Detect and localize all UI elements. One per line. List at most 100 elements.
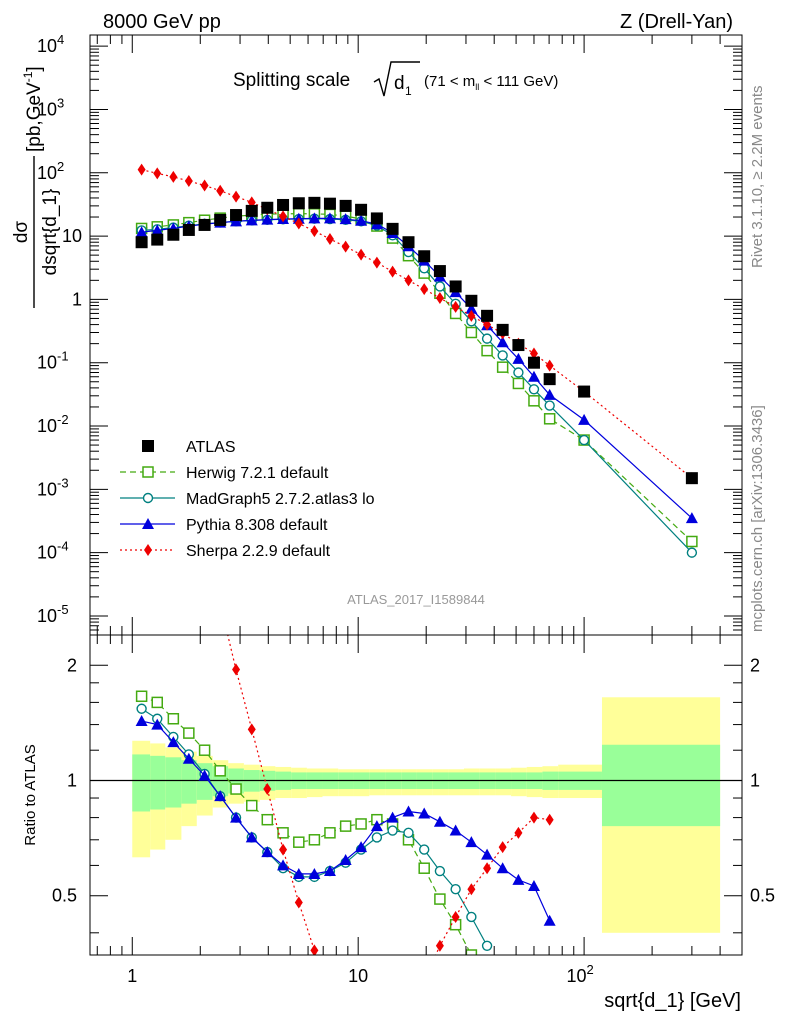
legend-label: Sherpa 2.2.9 default [186, 543, 331, 560]
y-tick-label: 10 [62, 226, 82, 246]
data-point [435, 292, 444, 305]
data-point [512, 377, 525, 390]
data-point [419, 844, 430, 855]
y-tick-label: 10-1 [37, 349, 69, 373]
data-point [449, 824, 462, 836]
data-point [216, 598, 224, 610]
x-tick-label: 10 [348, 966, 368, 986]
data-point [402, 805, 415, 817]
data-point [151, 224, 164, 236]
data-point [512, 352, 525, 364]
data-point [496, 361, 509, 373]
data-point [467, 309, 476, 322]
data-point [527, 880, 540, 892]
data-point [153, 167, 162, 180]
y-label-units: [pb,GeV-1] [21, 66, 45, 152]
y-tick-label: 104 [37, 32, 64, 56]
data-point [545, 359, 554, 372]
data-point [578, 385, 591, 398]
data-point [232, 190, 241, 203]
data-point [339, 820, 352, 832]
chart-title-variable-sub: 1 [405, 84, 412, 98]
data-point [529, 347, 538, 360]
stat-uncertainty-band [165, 757, 182, 808]
data-point [496, 336, 509, 348]
data-point [685, 472, 698, 485]
data-point [198, 744, 211, 756]
data-point [277, 827, 289, 839]
data-point [404, 274, 413, 287]
data-point [418, 862, 430, 874]
data-point [451, 300, 460, 313]
ratio-y-tick-label: 0.5 [52, 886, 77, 906]
data-point [465, 326, 478, 339]
data-point [151, 718, 164, 730]
data-point [169, 425, 177, 437]
data-point [496, 862, 509, 874]
data-point [434, 893, 446, 905]
data-point [544, 400, 555, 411]
analysis-id-label: ATLAS_2017_I1589844 [347, 592, 485, 607]
data-point [450, 883, 461, 895]
main-panel: 10-5 10-4 10-3 10-2 10-1 1 10 102 103 104 Splitti… [11, 32, 743, 636]
data-point [182, 223, 195, 236]
data-point [481, 309, 494, 322]
data-point [167, 228, 180, 241]
data-point [339, 199, 352, 212]
data-point [230, 783, 242, 795]
data-point [481, 848, 494, 860]
main-x-ticks [96, 35, 743, 635]
data-point [467, 883, 476, 896]
data-point [293, 836, 305, 848]
data-point [402, 236, 415, 249]
ratio-y-tick-label: 1 [67, 771, 77, 791]
data-point [326, 986, 334, 998]
data-point [578, 434, 590, 446]
data-point [308, 196, 321, 209]
energy-label: 8000 GeV pp [103, 11, 221, 33]
data-point [135, 226, 148, 238]
data-point [434, 281, 446, 292]
data-point [308, 834, 321, 846]
ratio-panel: 0.5 0.5 1 1 2 2 Ratio to ATLAS [22, 425, 775, 998]
data-point [261, 201, 274, 214]
series-line [141, 695, 472, 955]
data-point [339, 853, 352, 865]
data-point [308, 212, 321, 224]
data-point [279, 843, 288, 856]
data-point [245, 204, 258, 217]
data-point [543, 388, 556, 400]
data-point [246, 799, 258, 812]
data-point [465, 836, 478, 848]
data-point [496, 323, 509, 336]
legend-marker [142, 466, 154, 478]
legend-marker [142, 518, 154, 529]
x-tick-label: 1 [127, 966, 137, 986]
legend-label: Pythia 8.308 default [186, 517, 328, 534]
legend-marker [142, 440, 154, 452]
data-point [433, 265, 446, 278]
ratio-data-marks [135, 425, 556, 998]
y-label-numerator: dσ [11, 221, 32, 244]
data-point [135, 715, 148, 727]
rivet-version-label: Rivet 3.1.10, ≥ 2.2M events [749, 86, 766, 269]
data-point [325, 232, 334, 245]
data-point [183, 727, 195, 739]
ratio-y-tick-label-right: 2 [750, 655, 760, 675]
y-tick-label: 102 [37, 159, 64, 183]
x-axis-label: sqrt{d_1} [GeV] [604, 990, 741, 1012]
main-y-ticks: 10-5 10-4 10-3 10-2 10-1 1 10 102 103 104 [37, 32, 742, 631]
legend-label: Herwig 7.2.1 default [186, 465, 329, 482]
data-point [481, 333, 493, 344]
data-point [543, 914, 556, 926]
mcplots-reference-label: mcplots.cern.ch [arXiv:1306.3436] [749, 405, 766, 632]
data-point [310, 944, 319, 955]
legend-label: ATLAS [186, 439, 236, 456]
data-point [514, 826, 523, 839]
legend-label: MadGraph5 2.7.2.atlas3 lo [186, 491, 375, 508]
data-point [230, 209, 243, 222]
data-point [386, 811, 399, 823]
data-point [370, 820, 383, 832]
data-point [465, 302, 478, 314]
